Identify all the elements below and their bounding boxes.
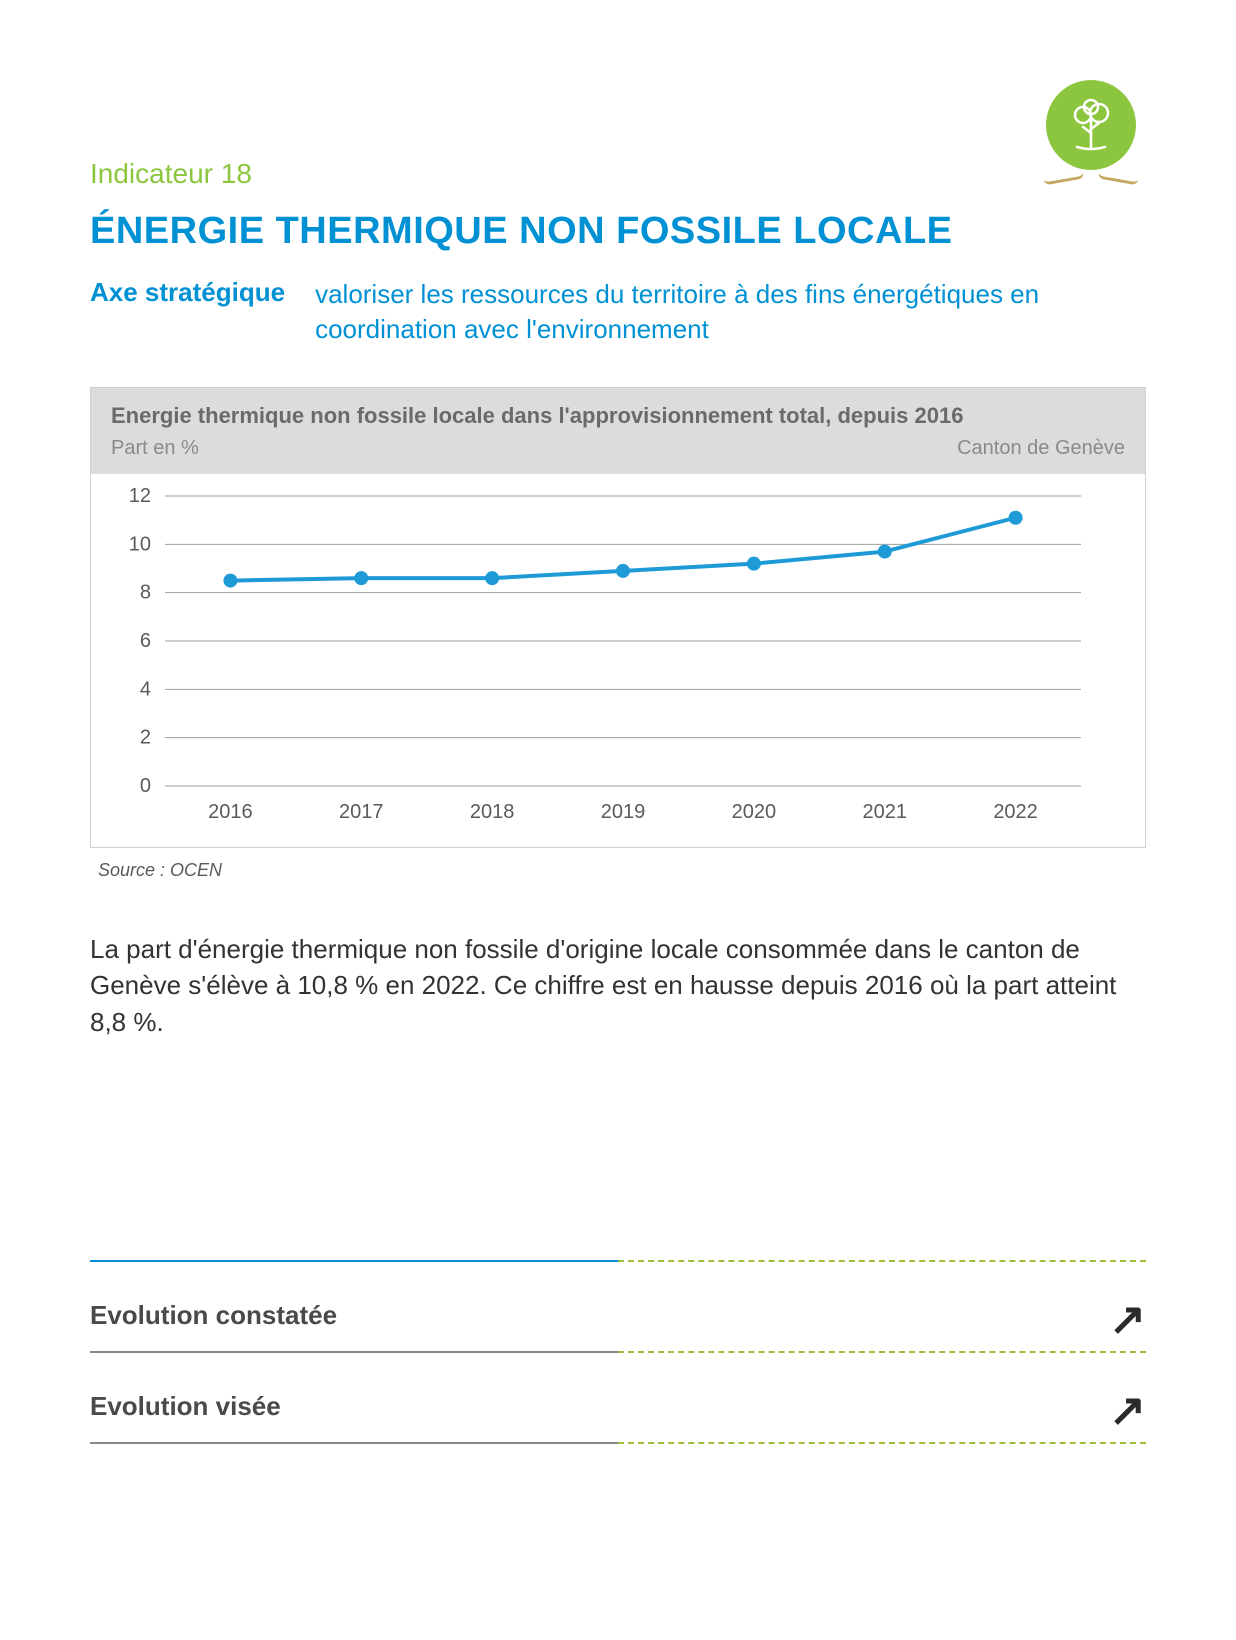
svg-text:2: 2 [140, 726, 151, 748]
axis-text: valoriser les ressources du territoire à… [315, 277, 1146, 347]
svg-text:2016: 2016 [208, 801, 253, 823]
evolution-target-label: Evolution visée [90, 1391, 281, 1422]
tree-icon [1063, 97, 1119, 153]
chart-region: Canton de Genève [957, 437, 1125, 460]
badge-circle [1046, 80, 1136, 170]
chart-plot: 0 2 4 6 8 10 12 2016 2017 2018 2019 2020 2021 2022 [91, 474, 1145, 847]
svg-text:2019: 2019 [601, 801, 646, 823]
chart-source: Source : OCEN [90, 860, 1146, 881]
svg-text:2022: 2022 [993, 801, 1038, 823]
category-badge [1036, 80, 1146, 190]
indicator-label: Indicateur 18 [90, 158, 252, 190]
chart-header: Energie thermique non fossile locale dan… [91, 388, 1145, 474]
evolution-observed-row: Evolution constatée ↗ [90, 1290, 1146, 1341]
svg-text:10: 10 [129, 533, 151, 555]
badge-arc-right [1098, 173, 1138, 186]
body-paragraph: La part d'énergie thermique non fossile … [90, 931, 1146, 1040]
chart-container: Energie thermique non fossile locale dan… [90, 387, 1146, 848]
chart-subheader: Part en % Canton de Genève [111, 437, 1125, 460]
line-chart-svg: 0 2 4 6 8 10 12 2016 2017 2018 2019 2020 2021 2022 [111, 486, 1091, 826]
divider-mid [90, 1351, 1146, 1353]
svg-text:6: 6 [140, 630, 151, 652]
evolution-observed-label: Evolution constatée [90, 1300, 337, 1331]
arrow-up-icon: ↗ [1109, 1294, 1146, 1345]
svg-text:8: 8 [140, 581, 151, 603]
divider-top [90, 1260, 1146, 1262]
strategic-axis-row: Axe stratégique valoriser les ressources… [90, 277, 1146, 347]
axis-label: Axe stratégique [90, 277, 285, 347]
svg-text:2021: 2021 [862, 801, 907, 823]
chart-y-unit: Part en % [111, 437, 199, 460]
evolution-target-row: Evolution visée ↗ [90, 1381, 1146, 1432]
chart-title: Energie thermique non fossile locale dan… [111, 402, 1125, 431]
svg-text:4: 4 [140, 678, 151, 700]
svg-text:12: 12 [129, 486, 151, 507]
svg-text:2018: 2018 [470, 801, 514, 823]
arrow-up-icon: ↗ [1109, 1385, 1146, 1436]
page-title: ÉNERGIE THERMIQUE NON FOSSILE LOCALE [90, 210, 1146, 253]
svg-text:2017: 2017 [339, 801, 384, 823]
badge-arc-left [1044, 173, 1084, 186]
divider-bot [90, 1442, 1146, 1444]
svg-text:0: 0 [140, 775, 151, 797]
header-row: Indicateur 18 [90, 80, 1146, 190]
svg-text:2020: 2020 [732, 801, 777, 823]
evolution-block: Evolution constatée ↗ Evolution visée ↗ [90, 1260, 1146, 1444]
